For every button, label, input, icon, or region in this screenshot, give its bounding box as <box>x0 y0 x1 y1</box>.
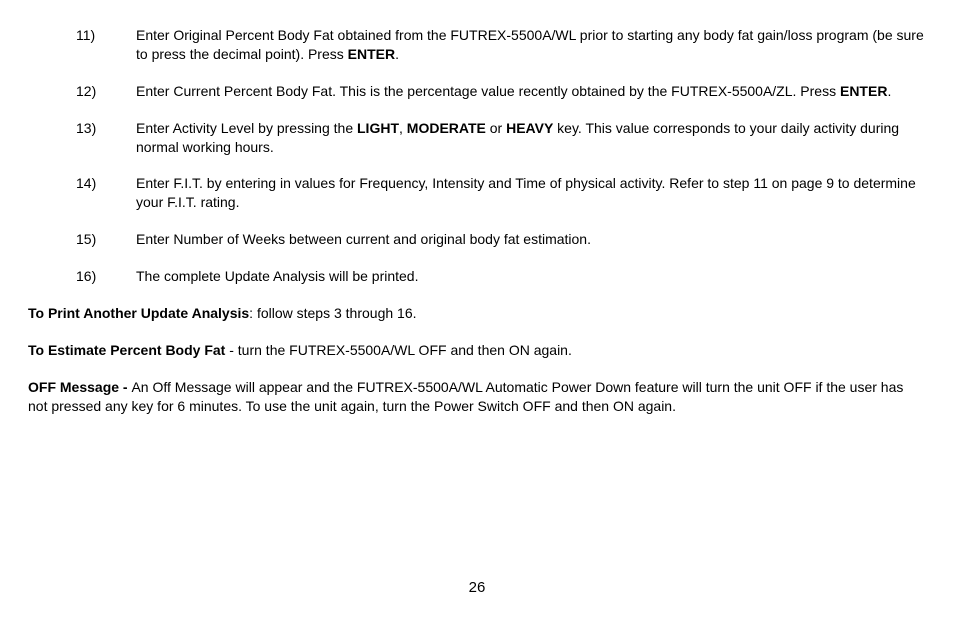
list-number: 15) <box>76 230 96 249</box>
list-number: 12) <box>76 82 96 101</box>
list-number-col: 15) <box>28 230 124 249</box>
bold-text: MODERATE <box>407 120 486 136</box>
numbered-list: 11) Enter Original Percent Body Fat obtai… <box>28 26 926 286</box>
body-text: - turn the FUTREX-5500A/WL OFF and then … <box>225 342 572 358</box>
body-text: Enter Current Percent Body Fat. This is … <box>136 83 840 99</box>
list-item: 13) Enter Activity Level by pressing the … <box>28 119 926 157</box>
list-number-col: 14) <box>28 174 124 212</box>
body-text: An Off Message will appear and the FUTRE… <box>28 379 903 414</box>
list-text: Enter Original Percent Body Fat obtained… <box>124 26 926 64</box>
manual-page: 11) Enter Original Percent Body Fat obtai… <box>0 0 954 618</box>
body-text: , <box>399 120 407 136</box>
page-number: 26 <box>0 578 954 598</box>
list-item: 15) Enter Number of Weeks between current… <box>28 230 926 249</box>
paragraph: To Estimate Percent Body Fat - turn the … <box>28 341 926 360</box>
body-text: Enter Activity Level by pressing the <box>136 120 357 136</box>
list-number-col: 13) <box>28 119 124 157</box>
list-text: Enter Number of Weeks between current an… <box>124 230 926 249</box>
list-text: Enter Current Percent Body Fat. This is … <box>124 82 926 101</box>
list-number: 13) <box>76 119 96 138</box>
body-text: : follow steps 3 through 16. <box>249 305 416 321</box>
body-text: . <box>395 46 399 62</box>
list-number-col: 12) <box>28 82 124 101</box>
bold-text: To Print Another Update Analysis <box>28 305 249 321</box>
list-number-col: 16) <box>28 267 124 286</box>
list-text: Enter F.I.T. by entering in values for F… <box>124 174 926 212</box>
body-text: Enter Original Percent Body Fat obtained… <box>136 27 924 62</box>
list-number: 16) <box>76 267 96 286</box>
list-text: The complete Update Analysis will be pri… <box>124 267 926 286</box>
list-item: 11) Enter Original Percent Body Fat obtai… <box>28 26 926 64</box>
list-number: 11) <box>76 26 95 45</box>
body-text: Enter F.I.T. by entering in values for F… <box>136 175 916 210</box>
body-text: . <box>887 83 891 99</box>
list-item: 16) The complete Update Analysis will be … <box>28 267 926 286</box>
bold-text: To Estimate Percent Body Fat <box>28 342 225 358</box>
bold-text: LIGHT <box>357 120 399 136</box>
list-item: 14) Enter F.I.T. by entering in values fo… <box>28 174 926 212</box>
list-item: 12) Enter Current Percent Body Fat. This … <box>28 82 926 101</box>
body-text: Enter Number of Weeks between current an… <box>136 231 591 247</box>
list-number-col: 11) <box>28 26 124 64</box>
bold-text: OFF Message - <box>28 379 131 395</box>
bold-text: ENTER <box>348 46 395 62</box>
paragraph-section: To Print Another Update Analysis: follow… <box>28 304 926 416</box>
paragraph: To Print Another Update Analysis: follow… <box>28 304 926 323</box>
list-text: Enter Activity Level by pressing the LIG… <box>124 119 926 157</box>
body-text: The complete Update Analysis will be pri… <box>136 268 418 284</box>
body-text: or <box>486 120 506 136</box>
paragraph: OFF Message - An Off Message will appear… <box>28 378 926 416</box>
list-number: 14) <box>76 174 96 193</box>
bold-text: HEAVY <box>506 120 553 136</box>
bold-text: ENTER <box>840 83 887 99</box>
